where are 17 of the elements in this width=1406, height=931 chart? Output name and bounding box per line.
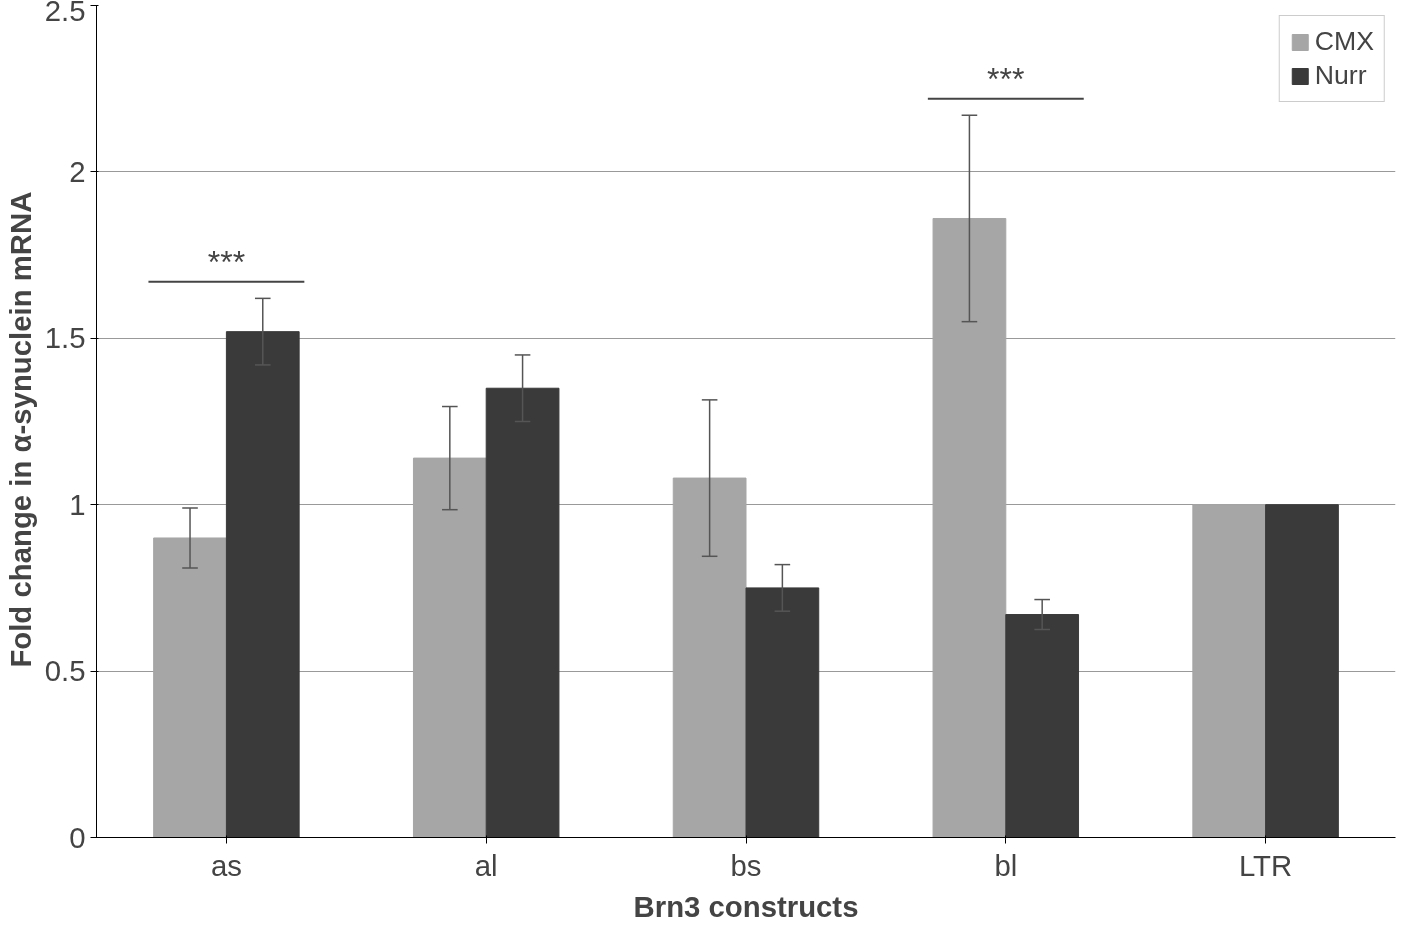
annotation: *** [207, 243, 246, 280]
annotation: *** [987, 60, 1025, 97]
y-tick-label: 2.5 [44, 0, 86, 27]
x-tick-label: bs [730, 848, 762, 882]
legend-label: CMX [1314, 26, 1374, 57]
y-tick-label: 1 [69, 487, 86, 521]
x-axis-title: Brn3 constructs [633, 889, 859, 923]
y-axis-title: Fold change in α-synuclein mRNA [3, 191, 37, 668]
y-tick-label: 0.5 [44, 654, 86, 688]
x-tick-label: al [474, 848, 498, 882]
y-tick-label: 0 [69, 820, 86, 854]
y-tick-label: 2 [69, 154, 86, 188]
x-tick-label: bl [994, 848, 1018, 882]
x-tick-label: LTR [1238, 848, 1293, 882]
legend-label: Nurr [1314, 60, 1367, 91]
x-tick-label: as [210, 848, 242, 882]
y-tick-label: 1.5 [44, 321, 86, 355]
